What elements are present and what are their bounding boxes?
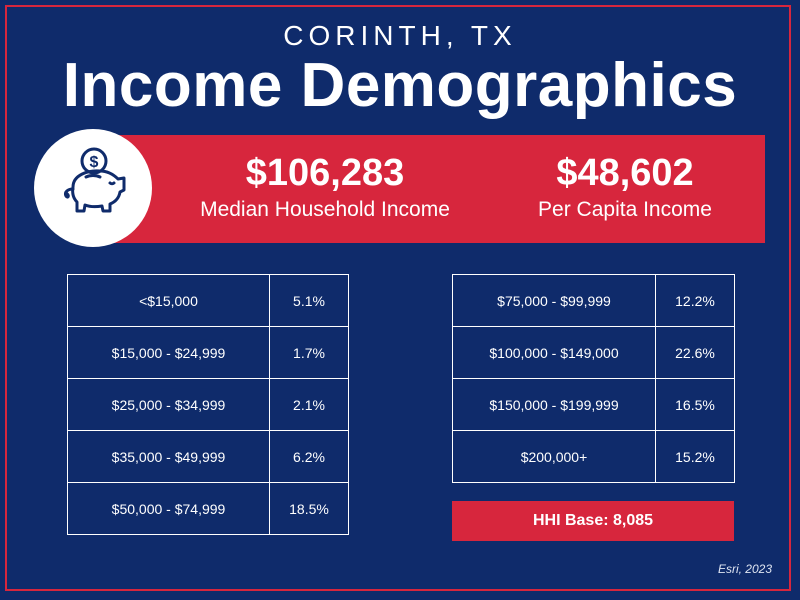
coin-dollar-symbol: $ — [90, 154, 99, 171]
income-range: <$15,000 — [67, 274, 270, 327]
income-percent: 1.7% — [269, 326, 349, 379]
income-range: $150,000 - $199,999 — [452, 378, 656, 431]
hhi-base-badge: HHI Base: 8,085 — [452, 501, 734, 541]
per-capita-value: $48,602 — [556, 152, 694, 194]
income-percent: 6.2% — [269, 430, 349, 483]
table-row: $75,000 - $99,999 12.2% — [452, 274, 735, 327]
income-stats-banner: $106,283 Median Household Income $48,602… — [110, 135, 765, 243]
income-range: $15,000 - $24,999 — [67, 326, 270, 379]
source-credit: Esri, 2023 — [717, 562, 772, 576]
median-household-label: Median Household Income — [200, 198, 450, 221]
table-row: $150,000 - $199,999 16.5% — [452, 378, 735, 431]
table-row: <$15,000 5.1% — [67, 274, 349, 327]
table-row: $200,000+ 15.2% — [452, 430, 735, 483]
table-row: $50,000 - $74,999 18.5% — [67, 482, 349, 535]
income-range: $100,000 - $149,000 — [452, 326, 656, 379]
income-percent: 22.6% — [655, 326, 735, 379]
income-percent: 16.5% — [655, 378, 735, 431]
income-range: $25,000 - $34,999 — [67, 378, 270, 431]
table-row: $25,000 - $34,999 2.1% — [67, 378, 349, 431]
income-table-left: <$15,000 5.1% $15,000 - $24,999 1.7% $25… — [67, 274, 349, 535]
table-row: $100,000 - $149,000 22.6% — [452, 326, 735, 379]
income-percent: 12.2% — [655, 274, 735, 327]
table-row: $15,000 - $24,999 1.7% — [67, 326, 349, 379]
piggy-bank-icon: $ — [64, 147, 126, 213]
per-capita-stat: $48,602 Per Capita Income — [475, 151, 775, 225]
income-range: $50,000 - $74,999 — [67, 482, 270, 535]
income-percent: 15.2% — [655, 430, 735, 483]
income-range: $75,000 - $99,999 — [452, 274, 656, 327]
income-range: $200,000+ — [452, 430, 656, 483]
per-capita-label: Per Capita Income — [538, 198, 712, 221]
piggy-bank-badge: $ — [34, 129, 152, 247]
location-subtitle: CORINTH, TX — [283, 20, 517, 51]
income-percent: 5.1% — [269, 274, 349, 327]
median-household-stat: $106,283 Median Household Income — [175, 151, 475, 225]
table-row: $35,000 - $49,999 6.2% — [67, 430, 349, 483]
income-table-right: $75,000 - $99,999 12.2% $100,000 - $149,… — [452, 274, 735, 483]
income-percent: 18.5% — [269, 482, 349, 535]
income-range: $35,000 - $49,999 — [67, 430, 270, 483]
page-title: Income Demographics — [62, 51, 738, 120]
median-household-value: $106,283 — [245, 152, 405, 194]
income-percent: 2.1% — [269, 378, 349, 431]
